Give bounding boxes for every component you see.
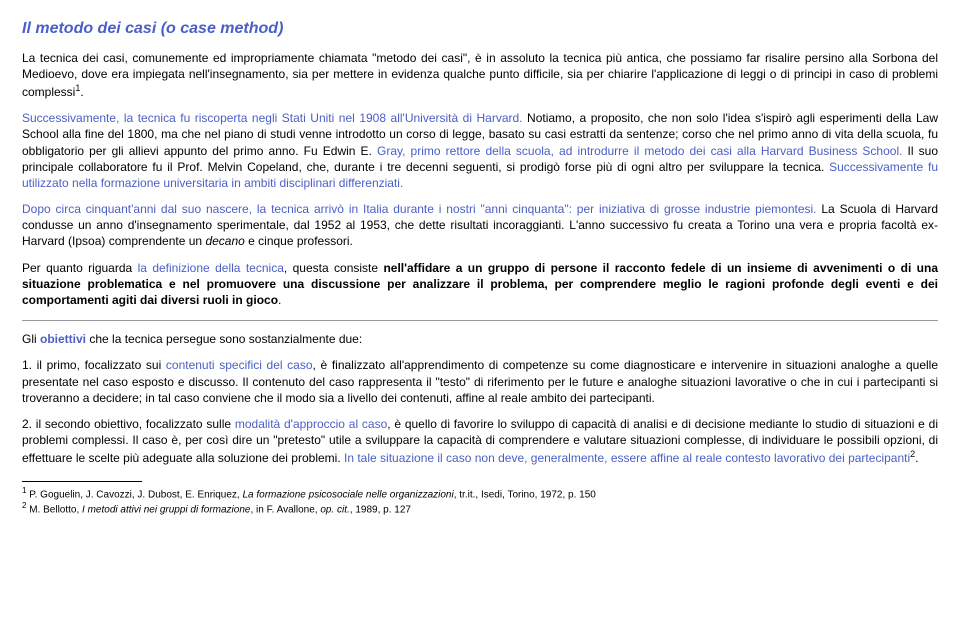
italy-highlight-a: Dopo circa cinquant'anni dal suo nascere…	[22, 202, 817, 216]
paragraph-intro: La tecnica dei casi, comunemente ed impr…	[22, 50, 938, 101]
document-title: Il metodo dei casi (o case method)	[22, 18, 938, 40]
obj2-highlight: modalità d'approccio al caso	[235, 417, 387, 431]
harvard-highlight-a: Successivamente, la tecnica fu riscopert…	[22, 111, 523, 125]
obj2-highlight-d: In tale situazione il caso non deve, gen…	[344, 451, 910, 465]
paragraph-objectives-intro: Gli obiettivi che la tecnica persegue so…	[22, 331, 938, 347]
italy-text-d: e cinque professori.	[245, 234, 353, 248]
obj2-text-e: .	[915, 451, 918, 465]
footnote-2: 2 M. Bellotto, I metodi attivi nei grupp…	[22, 501, 938, 516]
footnote-1-c: , tr.it., Isedi, Torino, 1972, p. 150	[454, 489, 596, 500]
obj2-text-a: 2. il secondo obiettivo, focalizzato sul…	[22, 417, 235, 431]
def-text-e: .	[278, 293, 281, 307]
footnote-1-a: P. Goguelin, J. Cavozzi, J. Dubost, E. E…	[26, 489, 242, 500]
footnote-2-e: , 1989, p. 127	[350, 504, 411, 515]
def-text-c: , questa consiste	[284, 261, 384, 275]
obj-text-a: Gli	[22, 332, 40, 346]
footnote-1-title: La formazione psicosociale nelle organiz…	[242, 489, 453, 500]
harvard-highlight-c: Gray, primo rettore della scuola, ad int…	[377, 144, 902, 158]
footnote-2-title: I metodi attivi nei gruppi di formazione	[82, 504, 250, 515]
def-highlight: la definizione della tecnica	[138, 261, 284, 275]
objective-item-1: 1. il primo, focalizzato sui contenuti s…	[22, 357, 938, 406]
footnote-rule	[22, 481, 142, 482]
def-text-a: Per quanto riguarda	[22, 261, 138, 275]
intro-text-b: .	[80, 85, 83, 99]
obj1-highlight: contenuti specifici del caso	[166, 358, 313, 372]
obj1-text-a: 1. il primo, focalizzato sui	[22, 358, 166, 372]
paragraph-definition: Per quanto riguarda la definizione della…	[22, 260, 938, 309]
italy-italic: decano	[205, 234, 244, 248]
intro-text-a: La tecnica dei casi, comunemente ed impr…	[22, 51, 938, 99]
footnote-2-c: , in F. Avallone,	[250, 504, 320, 515]
paragraph-italy: Dopo circa cinquant'anni dal suo nascere…	[22, 201, 938, 250]
obj-text-c: che la tecnica persegue sono sostanzialm…	[86, 332, 362, 346]
footnote-2-a: M. Bellotto,	[26, 504, 82, 515]
objective-item-2: 2. il secondo obiettivo, focalizzato sul…	[22, 416, 938, 467]
paragraph-harvard: Successivamente, la tecnica fu riscopert…	[22, 110, 938, 191]
obj-highlight: obiettivi	[40, 332, 86, 346]
separator	[22, 320, 938, 321]
footnote-1: 1 P. Goguelin, J. Cavozzi, J. Dubost, E.…	[22, 486, 938, 501]
footnote-2-opcit: op. cit.	[320, 504, 349, 515]
